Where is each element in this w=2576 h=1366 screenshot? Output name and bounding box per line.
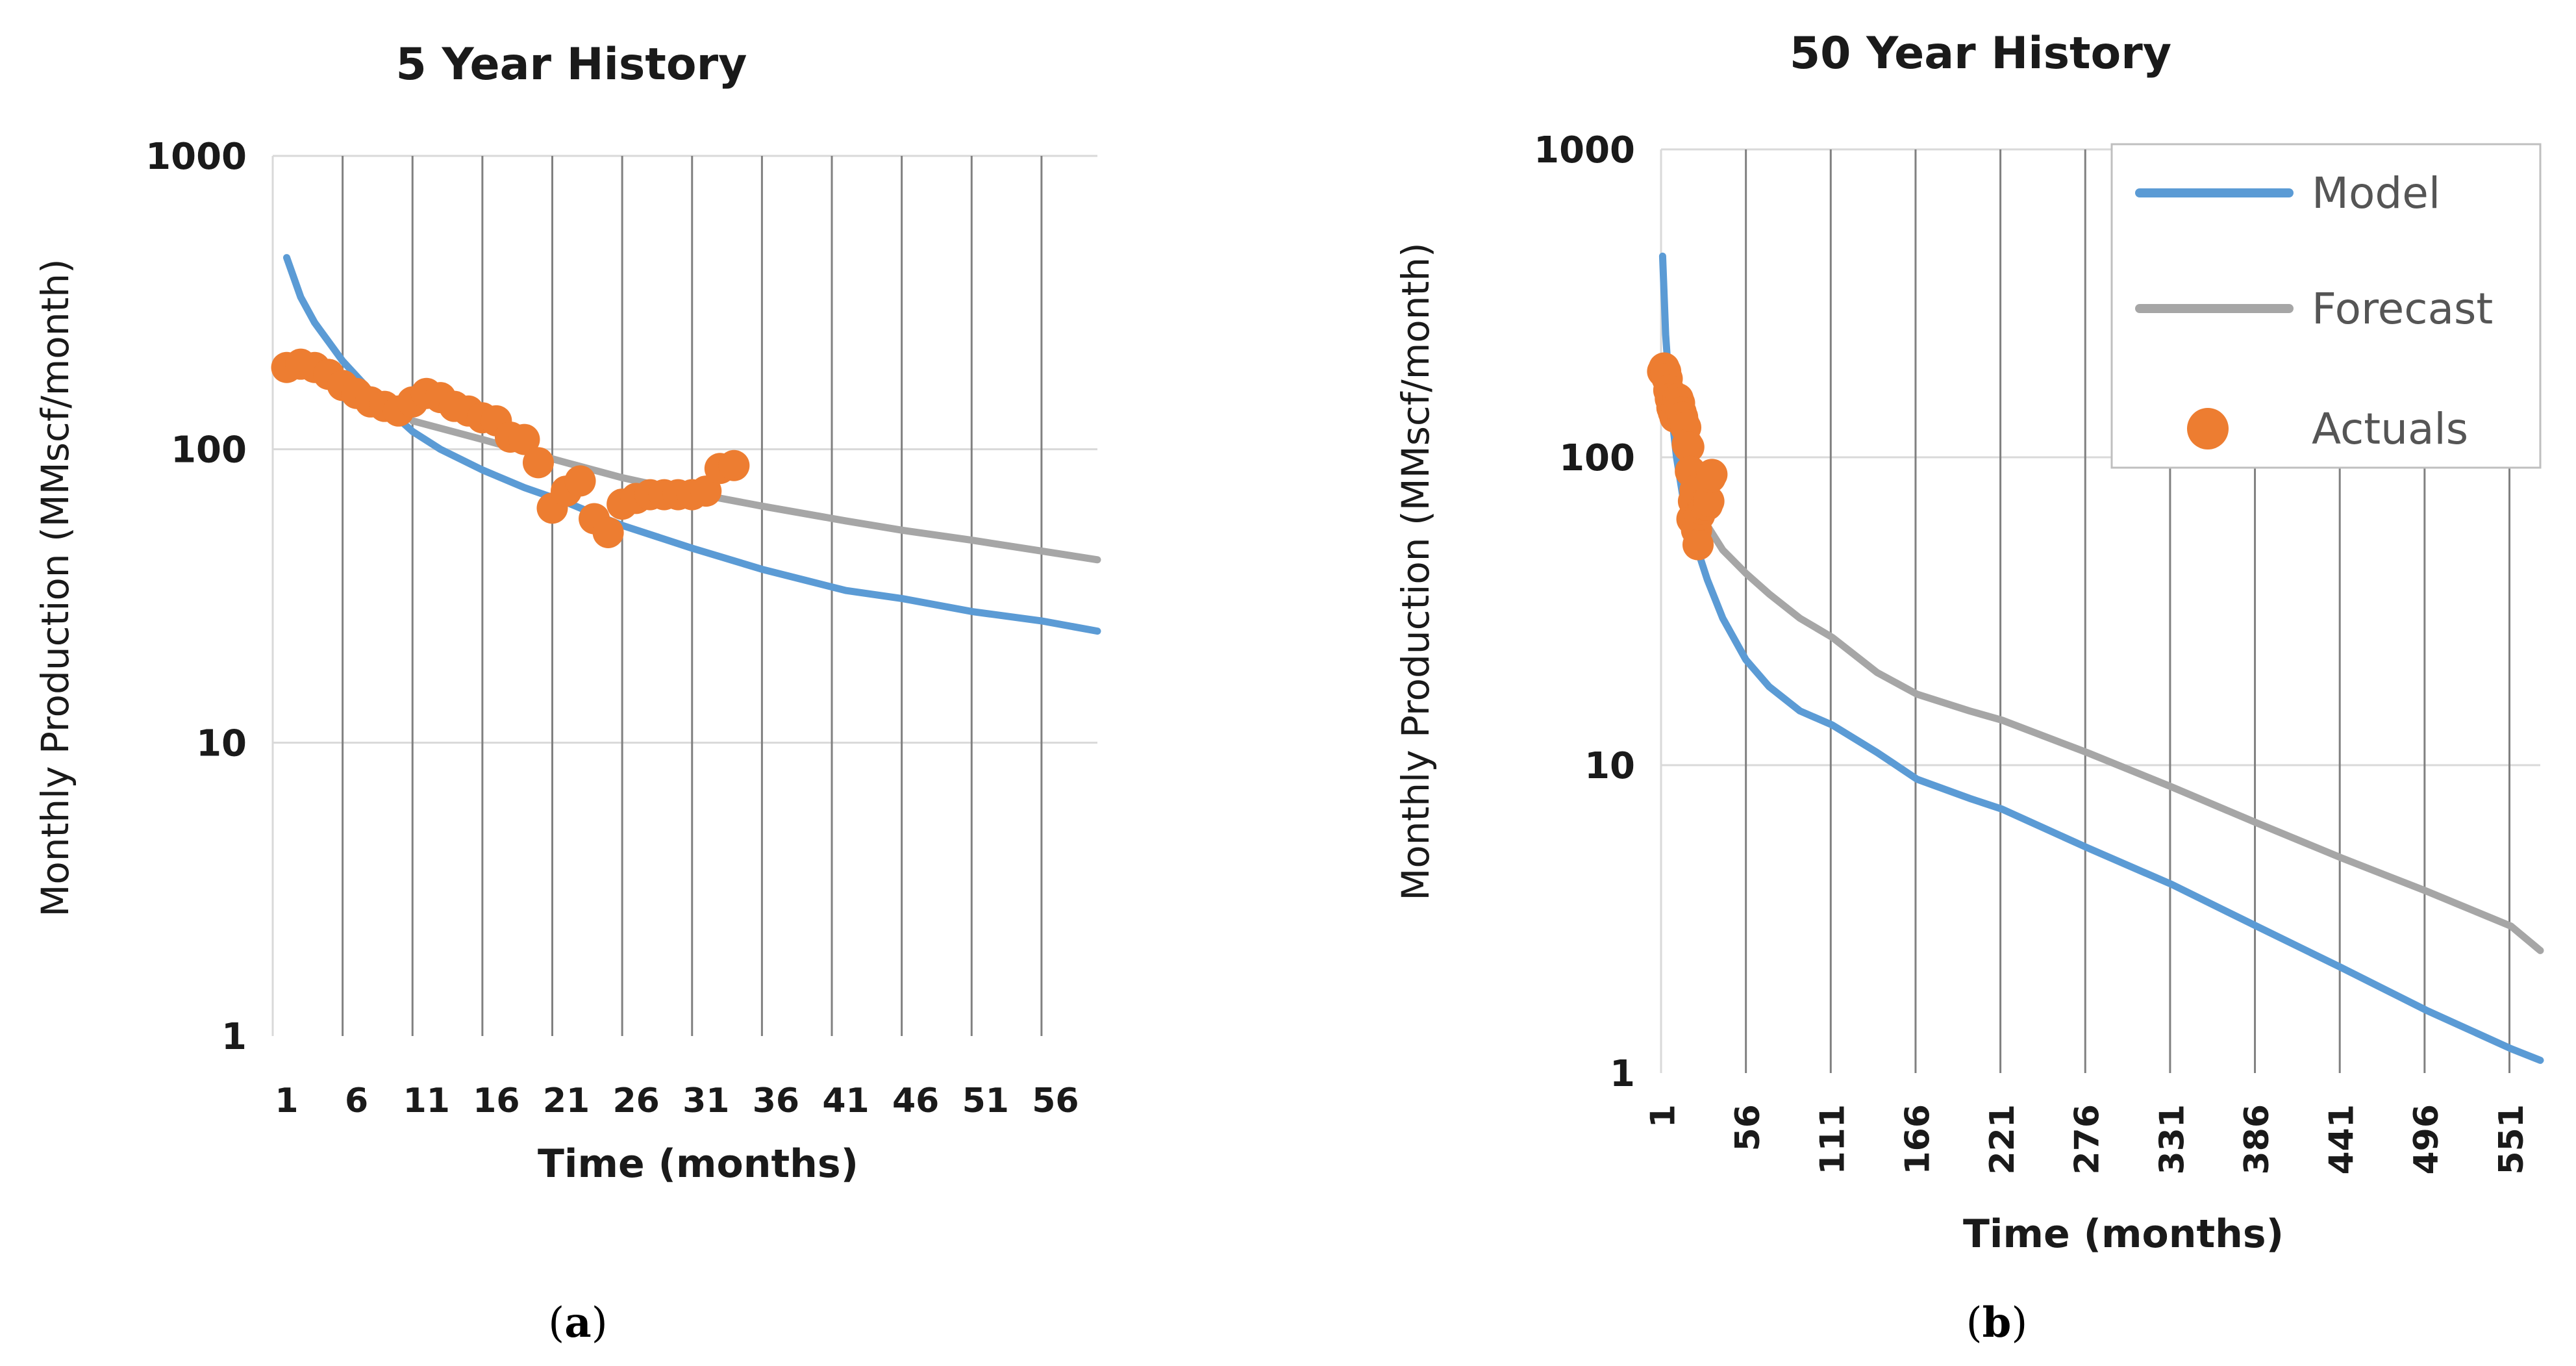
caption-a-close: ) <box>592 1299 608 1347</box>
chart-b-x-tick-label: 166 <box>1898 1104 1937 1175</box>
chart-a-grid <box>271 155 1097 1036</box>
chart-a-series <box>271 254 1101 635</box>
chart-a-x-tick-label: 6 <box>345 1081 368 1120</box>
legend-forecast-label: Forecast <box>2312 284 2493 334</box>
chart-a-x-tick-label: 21 <box>543 1081 590 1120</box>
chart-b-x-tick-label: 386 <box>2238 1104 2277 1175</box>
caption-b: (b) <box>1966 1298 2028 1347</box>
chart-a-y-ticks: 1000 100 10 1 <box>145 136 247 1058</box>
caption-a-open: ( <box>548 1299 564 1347</box>
legend-actuals-label: Actuals <box>2312 404 2468 454</box>
chart-b-actuals-point <box>1682 529 1714 561</box>
chart-a-x-tick-label: 51 <box>962 1081 1009 1120</box>
chart-b-x-tick-label: 56 <box>1729 1104 1768 1151</box>
caption-b-close: ) <box>2011 1299 2027 1347</box>
chart-a-y-tick-label: 1 <box>221 1016 247 1058</box>
chart-a-actuals-point <box>522 447 554 479</box>
chart-a-actuals-point <box>564 465 596 497</box>
chart-a-y-tick-label: 100 <box>171 429 247 472</box>
chart-a-x-ticks: 1 6 11 16 21 26 31 36 41 46 51 56 <box>275 1081 1079 1120</box>
chart-b: 50 Year History 1000 100 10 1 1 56 111 166 221 2… <box>1394 28 2544 1257</box>
chart-a-x-tick-label: 46 <box>892 1081 939 1120</box>
svg-text:(a): (a) <box>548 1298 607 1347</box>
caption-a: (a) <box>548 1298 607 1347</box>
chart-b-y-ticks: 1000 100 10 1 <box>1534 129 1635 1095</box>
chart-a-x-tick-label: 11 <box>403 1081 450 1120</box>
legend-actuals-swatch <box>2187 408 2229 449</box>
chart-b-x-tick-label: 111 <box>1814 1104 1853 1175</box>
chart-a-y-tick-label: 10 <box>196 722 247 765</box>
chart-a-x-axis-label: Time (months) <box>538 1141 858 1187</box>
chart-a-title: 5 Year History <box>396 39 747 90</box>
chart-b-title: 50 Year History <box>1790 28 2171 79</box>
chart-b-actuals-point <box>1673 431 1705 463</box>
svg-text:(b): (b) <box>1966 1298 2028 1347</box>
chart-a-x-tick-label: 26 <box>612 1081 659 1120</box>
chart-b-series <box>1647 252 2544 1064</box>
chart-b-x-tick-label: 1 <box>1644 1104 1682 1128</box>
chart-a-x-tick-label: 16 <box>473 1081 519 1120</box>
caption-b-open: ( <box>1966 1299 1982 1347</box>
chart-b-x-tick-label: 441 <box>2323 1104 2362 1175</box>
chart-a-y-tick-label: 1000 <box>145 136 247 178</box>
chart-b-x-tick-label: 331 <box>2153 1104 2192 1175</box>
chart-b-series-forecast <box>1690 498 2544 954</box>
chart-b-x-tick-label: 496 <box>2407 1104 2446 1175</box>
chart-b-y-tick-label: 100 <box>1559 437 1635 479</box>
chart-b-x-tick-label: 551 <box>2492 1104 2531 1175</box>
chart-a-y-axis-label: Monthly Production (MMscf/month) <box>33 259 77 917</box>
chart-a-x-tick-label: 36 <box>753 1081 799 1120</box>
chart-a-x-tick-label: 41 <box>822 1081 869 1120</box>
chart-b-y-tick-label: 10 <box>1584 745 1635 787</box>
chart-a-actuals-point <box>718 449 750 481</box>
chart-b-x-tick-label: 221 <box>1983 1104 2022 1175</box>
chart-b-actuals-point <box>1696 459 1728 490</box>
chart-b-x-tick-label: 276 <box>2068 1104 2107 1175</box>
chart-b-y-tick-label: 1 <box>1610 1053 1635 1095</box>
chart-b-y-tick-label: 1000 <box>1534 129 1635 171</box>
chart-a-x-tick-label: 31 <box>682 1081 729 1120</box>
chart-b-x-axis-label: Time (months) <box>1963 1211 2284 1257</box>
chart-a-actuals-point <box>592 516 624 548</box>
chart-b-legend: Model Forecast Actuals <box>2110 143 2542 469</box>
chart-a-x-tick-label: 56 <box>1032 1081 1079 1120</box>
chart-a-actuals-point <box>508 424 540 455</box>
caption-a-letter: a <box>564 1298 591 1347</box>
chart-a-x-tick-label: 1 <box>275 1081 298 1120</box>
chart-b-actuals-point <box>1693 485 1725 517</box>
chart-b-y-axis-label: Monthly Production (MMscf/month) <box>1394 242 1438 900</box>
chart-a-actuals-point <box>690 475 722 507</box>
caption-b-letter: b <box>1982 1298 2012 1347</box>
legend-model-label: Model <box>2312 168 2440 218</box>
chart-b-x-ticks: 1 56 111 166 221 276 331 386 441 496 551 <box>1644 1104 2531 1175</box>
